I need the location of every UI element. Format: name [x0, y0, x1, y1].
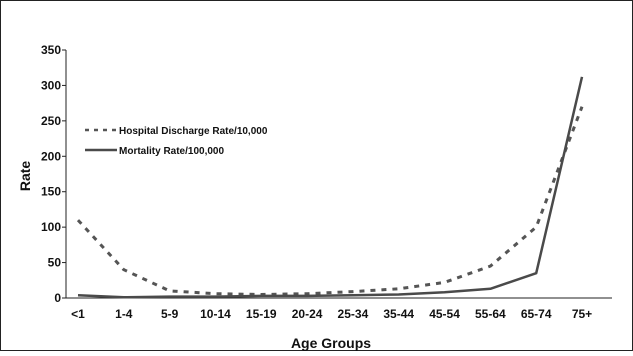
legend-label-hospital-discharge: Hospital Discharge Rate/10,000 [119, 126, 268, 137]
x-axis-title: Age Groups [291, 335, 371, 351]
x-tick-label: 25-34 [338, 307, 369, 321]
legend-label-mortality: Mortality Rate/100,000 [119, 146, 224, 157]
y-tick-label: 200 [41, 149, 61, 163]
x-tick-label: <1 [71, 307, 85, 321]
y-tick-label: 250 [41, 114, 61, 128]
x-tick-label: 75+ [572, 307, 592, 321]
series-line-mortality [77, 76, 584, 299]
x-tick-label: 45-54 [429, 307, 460, 321]
x-tick-label: 55-64 [475, 307, 506, 321]
series-line-hospital-discharge [76, 106, 584, 296]
y-tick-label: 350 [41, 43, 61, 57]
x-tick-label: 35-44 [383, 307, 414, 321]
y-tick-label: 100 [41, 220, 61, 234]
x-tick-label: 1-4 [115, 307, 133, 321]
y-tick-label: 150 [41, 185, 61, 199]
y-tick-label: 300 [41, 78, 61, 92]
x-tick-label: 5-9 [161, 307, 179, 321]
x-tick-label: 65-74 [521, 307, 552, 321]
y-tick-label: 0 [54, 291, 61, 305]
legend: Hospital Discharge Rate/10,000 Mortality… [85, 126, 268, 157]
y-axis-title: Rate [17, 161, 33, 192]
y-tick-label: 50 [48, 256, 62, 270]
x-tick-label: 20-24 [292, 307, 323, 321]
x-tick-label: 15-19 [246, 307, 277, 321]
x-tick-label: 10-14 [200, 307, 231, 321]
